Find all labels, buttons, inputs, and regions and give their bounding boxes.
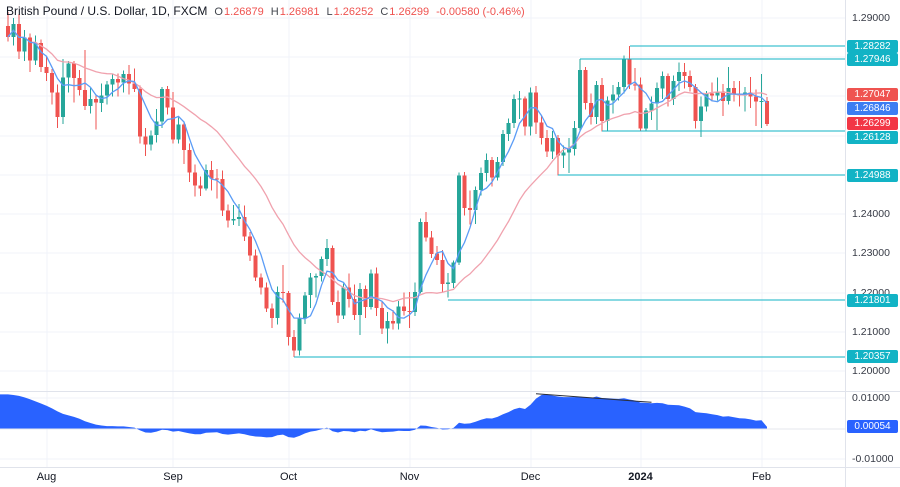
price-line-badge: 1.26128: [847, 130, 898, 144]
price-line-badge: 1.24988: [847, 168, 898, 182]
ma-fast-line[interactable]: [7, 29, 768, 320]
ma-slow-value-badge: 1.27047: [847, 88, 898, 102]
time-label-aug: Aug: [36, 471, 57, 483]
ma-slow-line[interactable]: [7, 29, 768, 303]
time-label-oct: Oct: [279, 471, 298, 483]
price-tick-label: 1.23000: [852, 247, 890, 260]
low-value: 1.26252: [333, 6, 374, 18]
indicator-grid: [0, 391, 845, 467]
time-label-dec: Dec: [520, 471, 541, 483]
indicator-tick-label: -0.01000: [852, 453, 894, 466]
price-tick-label: 1.20000: [852, 364, 890, 377]
price-line-badge: 1.27946: [847, 53, 898, 67]
high-label: H: [270, 6, 279, 18]
indicator-pane-canvas[interactable]: [0, 391, 845, 467]
pane-separator[interactable]: [0, 391, 900, 392]
symbol-title[interactable]: British Pound / U.S. Dollar, 1D, FXCM: [6, 4, 208, 18]
candles-layer: [6, 12, 769, 357]
price-tick-label: 1.29000: [852, 12, 890, 24]
time-label-nov: Nov: [399, 471, 420, 483]
open-label: O: [214, 6, 223, 18]
price-line-badge: 1.28282: [847, 39, 898, 53]
time-label-feb: Feb: [752, 471, 771, 483]
chart-legend: British Pound / U.S. Dollar, 1D, FXCM O1.…: [6, 4, 525, 18]
time-label-sep: Sep: [163, 471, 183, 483]
indicator-value-badge: 0.00054: [847, 420, 898, 434]
price-axis[interactable]: 1.29000 1.24000 1.23000 1.22000 1.21000 1.200…: [846, 0, 900, 467]
price-tick-label: 1.24000: [852, 208, 890, 221]
close-value: 1.26299: [389, 6, 430, 18]
ma-fast-value-badge: 1.26846: [847, 101, 898, 115]
high-value: 1.26981: [279, 6, 320, 18]
ohlc-readout: O1.26879 H1.26981 L1.26252 C1.26299 -0.00580…: [207, 4, 524, 18]
indicator-tick-label: 0.01000: [852, 392, 890, 405]
price-axis-separator: [845, 0, 846, 487]
close-label: C: [380, 6, 389, 18]
indicator-area: [0, 394, 767, 438]
time-axis[interactable]: Aug Sep Oct Nov Dec 2024 Feb: [0, 468, 845, 487]
price-pane-canvas[interactable]: [0, 0, 845, 391]
price-tick-label: 1.21000: [852, 325, 890, 338]
price-line-badge: 1.21801: [847, 293, 898, 307]
change-value: -0.00580 (-0.46%): [436, 6, 525, 18]
indicator-trendline[interactable]: [535, 393, 652, 403]
open-value: 1.26879: [223, 6, 264, 18]
last-price-badge: 1.26299: [847, 117, 898, 131]
time-axis-separator: [0, 467, 900, 468]
support-resistance-lines[interactable]: [294, 45, 845, 358]
low-label: L: [326, 6, 333, 18]
price-line-badge: 1.20357: [847, 350, 898, 364]
time-label-2024: 2024: [628, 471, 653, 483]
